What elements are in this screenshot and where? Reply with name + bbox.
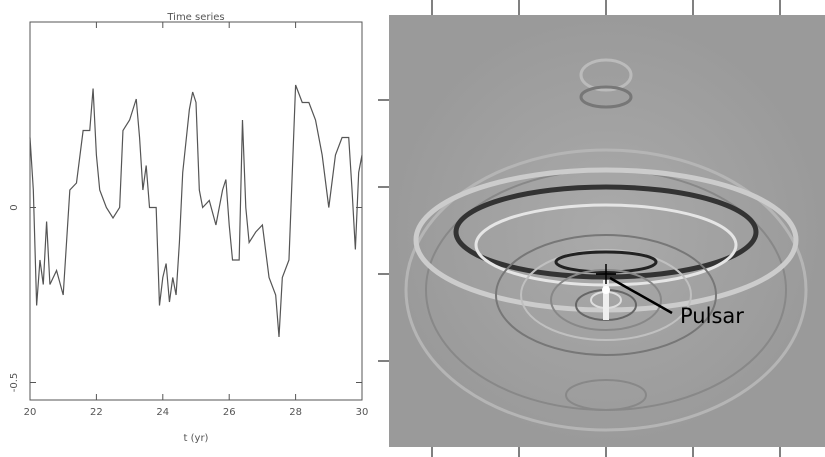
series-line [29, 84, 363, 338]
x-axis-label: t (yr) [184, 433, 209, 444]
x-tick-label: 30 [356, 407, 369, 418]
x-tick-label: 24 [156, 407, 169, 418]
y-tick-label: 0 [9, 204, 20, 210]
y-tick-label: -0.5 [9, 373, 20, 393]
ripple-image [378, 0, 825, 457]
x-tick-label: 26 [223, 407, 236, 418]
plot-frame [29, 21, 363, 401]
x-tick-label: 28 [289, 407, 302, 418]
x-tick-label: 20 [24, 407, 37, 418]
annotation: Pulsar [680, 304, 744, 328]
x-tick-label: 22 [90, 407, 103, 418]
chart-title: Time series [166, 12, 224, 23]
